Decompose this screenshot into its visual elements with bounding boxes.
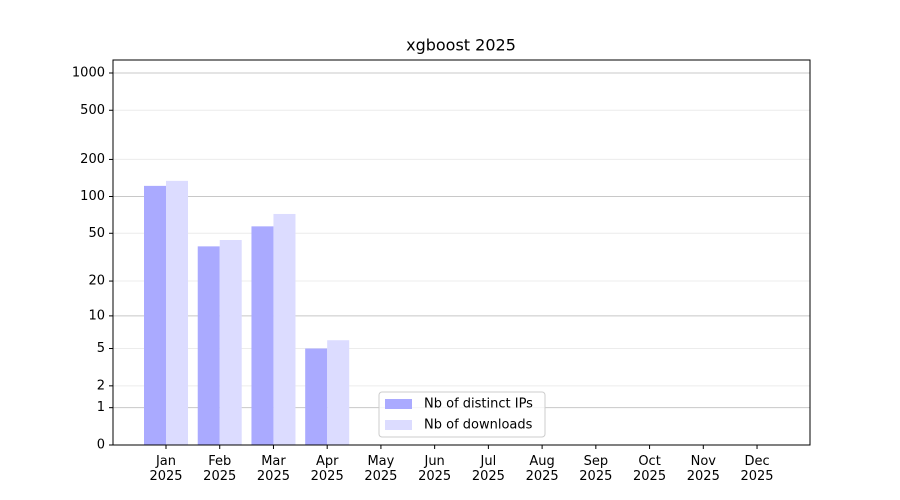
bar bbox=[251, 226, 274, 445]
y-tick-label: 200 bbox=[80, 152, 105, 167]
x-tick-label: May 2025 bbox=[364, 454, 398, 484]
x-tick-label: Jul 2025 bbox=[471, 454, 505, 484]
y-tick-label: 50 bbox=[88, 226, 105, 241]
y-tick-label: 1 bbox=[97, 400, 105, 415]
y-tick-label: 0 bbox=[97, 438, 105, 453]
x-tick-label: Sep 2025 bbox=[579, 454, 613, 484]
legend-swatch bbox=[385, 420, 412, 430]
legend-swatch bbox=[385, 399, 412, 409]
bar bbox=[166, 180, 188, 445]
x-tick-label: Mar 2025 bbox=[256, 454, 290, 484]
y-tick-label: 2 bbox=[97, 378, 105, 393]
x-tick-label: Nov 2025 bbox=[686, 454, 720, 484]
legend-box bbox=[378, 391, 546, 438]
y-tick-label: 10 bbox=[88, 308, 105, 323]
x-tick-label: Apr 2025 bbox=[310, 454, 344, 484]
legend-label: Nb of downloads bbox=[424, 418, 533, 433]
x-tick-label: Oct 2025 bbox=[633, 454, 667, 484]
x-tick-label: Aug 2025 bbox=[525, 454, 559, 484]
y-tick-label: 20 bbox=[88, 274, 105, 289]
x-tick-label: Jun 2025 bbox=[418, 454, 452, 484]
x-tick-label: Feb 2025 bbox=[203, 454, 237, 484]
bar bbox=[219, 240, 242, 445]
chart-title: xgboost 2025 bbox=[406, 36, 516, 55]
bar bbox=[273, 213, 296, 445]
x-tick-label: Dec 2025 bbox=[740, 454, 774, 484]
y-tick-label: 5 bbox=[97, 341, 105, 356]
legend-label: Nb of distinct IPs bbox=[424, 397, 533, 412]
bar bbox=[144, 185, 166, 445]
bar bbox=[327, 340, 350, 445]
bar bbox=[305, 348, 328, 445]
y-tick-label: 1000 bbox=[72, 65, 105, 80]
plot-frame bbox=[112, 59, 811, 446]
y-tick-label: 500 bbox=[80, 103, 105, 118]
bar bbox=[197, 246, 220, 445]
x-tick-label: Jan 2025 bbox=[149, 454, 183, 484]
y-tick-label: 100 bbox=[80, 189, 105, 204]
